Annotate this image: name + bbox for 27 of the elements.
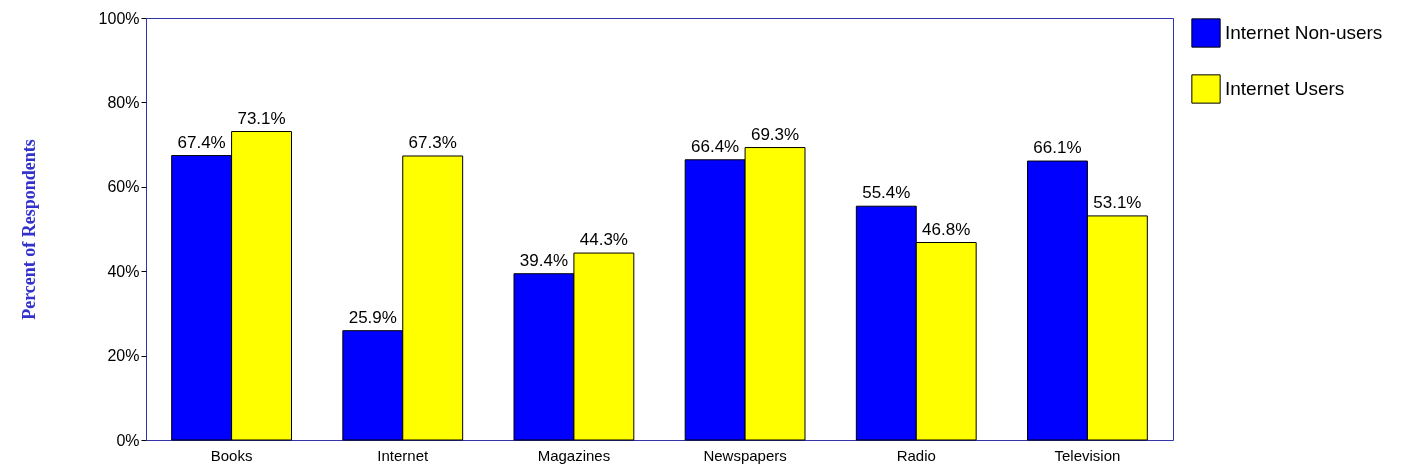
y-tick-label: 60%	[107, 178, 140, 196]
y-tick-label: 80%	[107, 93, 140, 111]
data-label: 46.8%	[922, 219, 971, 239]
data-label: 25.9%	[348, 307, 397, 327]
x-tick-label: Magazines	[537, 446, 611, 464]
data-label: 73.1%	[237, 108, 286, 128]
x-tick-label: Books	[210, 446, 253, 464]
data-label: 66.1%	[1033, 138, 1082, 158]
x-tick-label: Internet	[377, 446, 430, 464]
y-tick-label: 40%	[107, 262, 140, 280]
y-tick-label: 0%	[116, 431, 140, 449]
x-tick-label: Newspapers	[703, 446, 787, 464]
y-axis-title: Percent of Respondents	[18, 139, 39, 320]
legend-label: Internet Non-users	[1225, 22, 1383, 43]
legend-label: Internet Users	[1225, 78, 1345, 99]
data-label: 55.4%	[862, 183, 911, 203]
data-label: 44.3%	[579, 230, 628, 250]
data-label: 66.4%	[691, 136, 740, 156]
x-tick-label: Television	[1054, 446, 1121, 464]
data-label: 67.4%	[177, 132, 226, 152]
x-tick-label: Radio	[896, 446, 936, 464]
y-tick-label: 20%	[107, 347, 140, 365]
data-label: 53.1%	[1093, 192, 1142, 212]
y-tick-label: 100%	[98, 9, 140, 27]
data-label: 67.3%	[408, 132, 457, 152]
data-label: 69.3%	[750, 124, 800, 144]
data-label: 39.4%	[519, 250, 569, 270]
